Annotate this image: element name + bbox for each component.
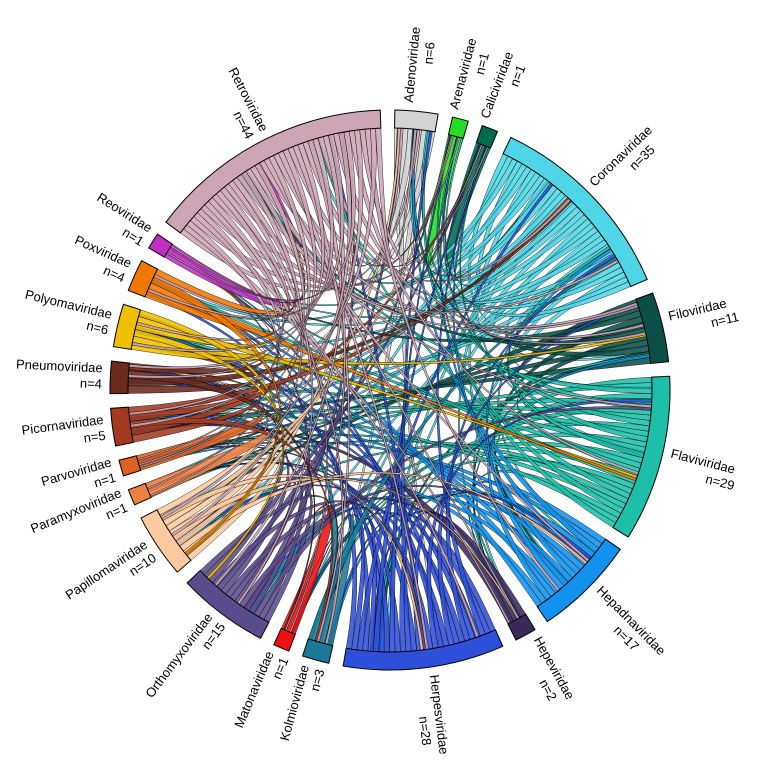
group-arc (140, 509, 192, 573)
group-arc (165, 109, 382, 234)
group-arc (394, 109, 439, 133)
group-arc (301, 638, 334, 664)
group-name: Flaviviridae (669, 446, 736, 477)
group-count: n=5 (83, 428, 107, 446)
group-arc (342, 629, 504, 671)
chords (127, 127, 653, 653)
group-name: Matonaviridae (231, 649, 277, 730)
group-arc (612, 375, 671, 538)
group-count: n=1 (472, 51, 492, 76)
group-arc (148, 233, 174, 258)
group-count: n=6 (85, 318, 110, 338)
group-count: n=28 (416, 715, 434, 746)
group-arc (447, 116, 469, 140)
group-arc (109, 360, 130, 395)
group-arc (127, 482, 152, 506)
group-arc (118, 455, 142, 477)
group-name: Orthomyxoviridae (142, 610, 215, 700)
group-arc (502, 136, 648, 288)
group-name: Adenoviridae (401, 26, 423, 103)
group-arc (127, 260, 159, 298)
group-count: n=4 (80, 375, 103, 391)
group-count: n=3 (307, 668, 327, 693)
group-arc (475, 124, 499, 149)
group-arc (536, 538, 621, 623)
group-count: n=6 (421, 41, 438, 64)
group-arc (112, 303, 142, 350)
group-arc (507, 613, 536, 641)
group-arc (186, 569, 270, 639)
group-arc (273, 627, 296, 652)
group-count: n=29 (704, 471, 736, 493)
group-arc (110, 406, 134, 447)
group-count: n=1 (92, 470, 117, 491)
group-name: Polyomaviridae (24, 287, 114, 322)
group-count: n=11 (709, 309, 740, 330)
arcs (109, 109, 671, 671)
group-name: Pneumoviridae (16, 357, 103, 376)
group-count: n=1 (507, 63, 529, 89)
group-arc (635, 292, 670, 365)
